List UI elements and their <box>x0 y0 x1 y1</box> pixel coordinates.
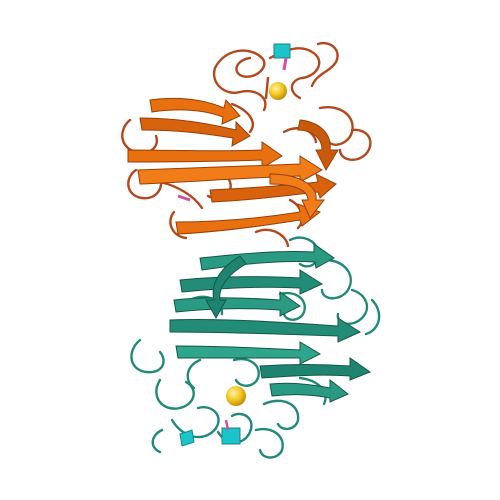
chain-a-ligands <box>177 43 291 202</box>
strand <box>209 173 337 203</box>
strand <box>259 357 372 381</box>
strand <box>169 317 362 343</box>
strand <box>205 255 247 320</box>
cube-ligand <box>273 43 291 59</box>
strand <box>297 119 339 172</box>
chain-b-strands <box>169 243 372 403</box>
strand <box>149 97 241 125</box>
chain-b-ligands <box>179 386 246 447</box>
metal-sphere <box>226 386 246 406</box>
cube-ligand-small <box>179 429 195 447</box>
strand <box>127 141 283 169</box>
accent-bond <box>282 57 288 71</box>
strand <box>269 378 349 403</box>
chain-a-strands <box>127 97 339 235</box>
chain-a <box>121 41 372 248</box>
strand <box>175 203 322 235</box>
strand <box>269 173 326 219</box>
accent-bond <box>224 419 230 431</box>
strand <box>175 341 322 365</box>
chain-b <box>130 236 381 459</box>
strand <box>137 155 323 185</box>
metal-sphere <box>269 82 287 100</box>
accent-bond <box>177 194 191 202</box>
strand <box>139 117 251 147</box>
cube-ligand <box>221 427 241 445</box>
